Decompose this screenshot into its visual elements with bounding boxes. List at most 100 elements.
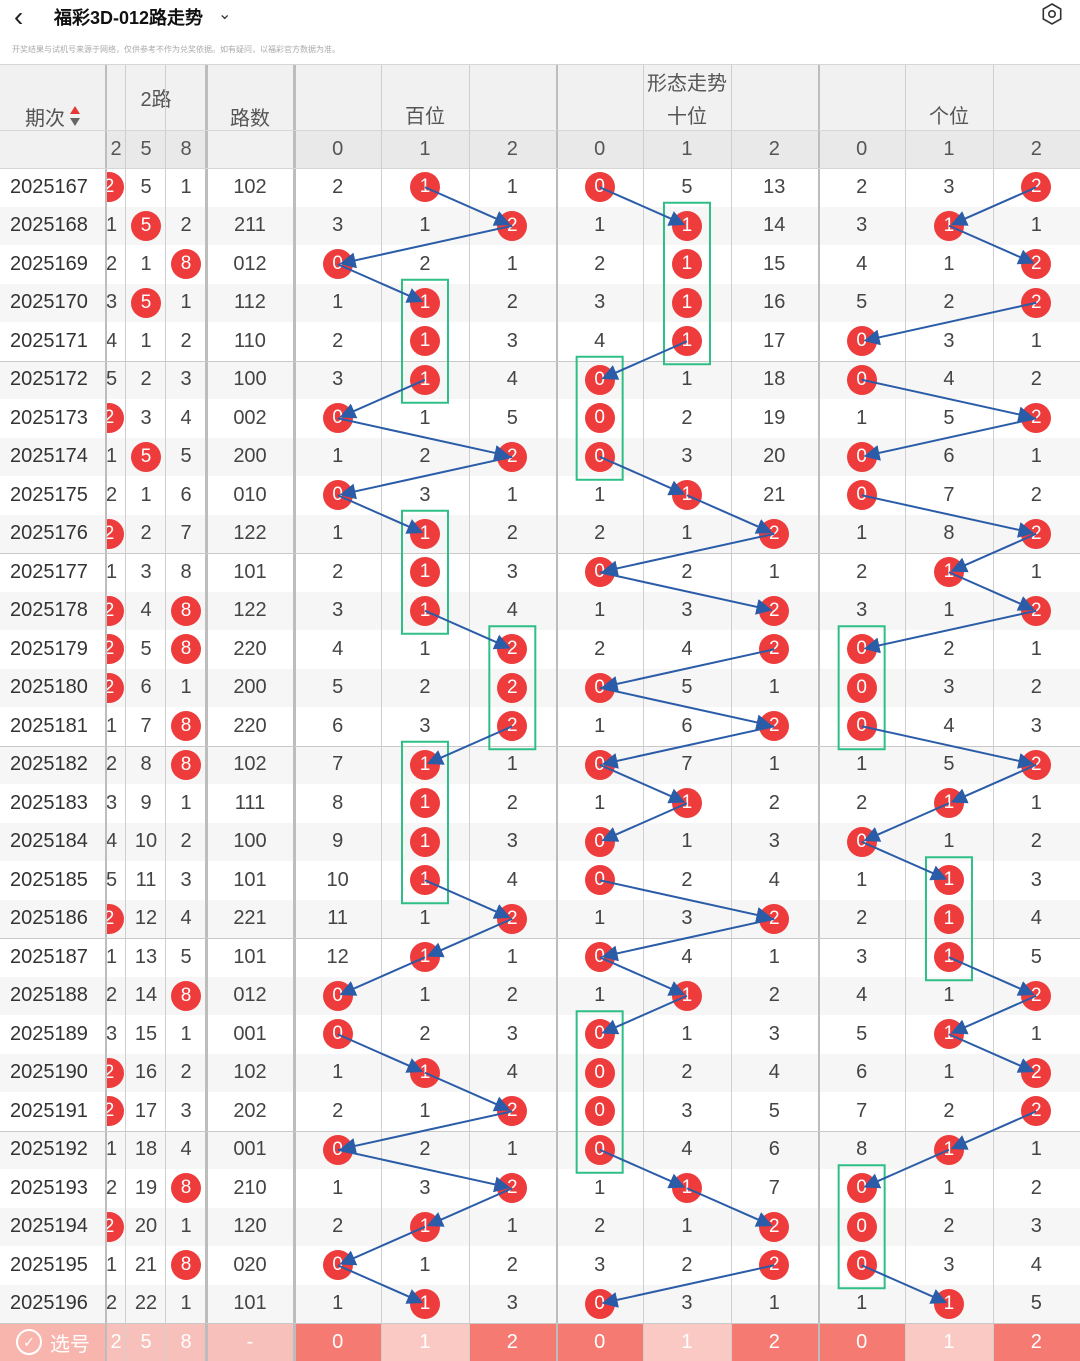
trend-cell: 3 [731, 823, 818, 862]
trend-cell: 3 [469, 553, 556, 592]
trend-cell: 13 [731, 168, 818, 207]
table-row[interactable] [0, 168, 1080, 207]
trend-cell: 1 [643, 361, 730, 400]
page-title[interactable]: 福彩3D-012路走势 [54, 8, 204, 28]
period-cell: 2025177 [10, 560, 88, 583]
select-digit[interactable]: 0 [555, 1323, 644, 1361]
trend-cell: 3 [469, 1285, 556, 1324]
trend-cell: 5 [731, 1092, 818, 1131]
grid-line [731, 64, 732, 1361]
trend-value: 20 [763, 445, 786, 468]
road-cell: 2 [106, 746, 126, 785]
select-digit[interactable]: 2 [468, 1323, 556, 1361]
trend-value: 1 [506, 945, 518, 968]
period-header[interactable]: 期次 [0, 64, 106, 168]
trend-value: 3 [681, 1099, 693, 1122]
select-digit[interactable]: 1 [643, 1323, 731, 1361]
trend-value: 1 [506, 753, 518, 776]
table-row[interactable] [0, 206, 1080, 245]
trend-value: 2 [768, 791, 780, 814]
road-cell: 16 [126, 1054, 166, 1093]
road-value: 7 [180, 522, 192, 545]
table-row[interactable] [0, 1015, 1080, 1054]
trend-cell: 7 [731, 1169, 818, 1208]
table-row[interactable] [0, 1053, 1080, 1092]
period-cell: 2025179 [10, 637, 88, 660]
trend-cell: 3 [993, 707, 1080, 746]
road-value: 19 [134, 1176, 158, 1199]
table-row[interactable] [0, 668, 1080, 707]
road-cell: 9 [126, 784, 166, 823]
chevron-down-icon[interactable]: ⌄ [218, 6, 232, 23]
road-value: 4 [106, 830, 118, 853]
road-cell: 1 [166, 1285, 206, 1324]
road-value: 9 [140, 791, 152, 814]
road-cell: 2 [166, 207, 206, 246]
trend-cell: 2 [731, 784, 818, 823]
trend-value: 3 [506, 329, 518, 352]
trend-value: 1 [943, 1061, 955, 1084]
select-button[interactable]: ✓ 选号 [0, 1323, 106, 1361]
trend-value: 3 [332, 368, 344, 391]
trend-digit-header: 2 [730, 130, 818, 168]
select-road-num[interactable]: 8 [166, 1323, 206, 1361]
trend-value: 2 [856, 175, 868, 198]
road-cell: 3 [106, 784, 126, 823]
trend-cell: 4 [469, 861, 556, 900]
trend-group-header: 十位 [555, 98, 818, 130]
select-digit[interactable]: 1 [381, 1323, 469, 1361]
road-cell: 1 [106, 1246, 126, 1285]
trend-value: 5 [332, 676, 344, 699]
table-row[interactable] [0, 553, 1080, 592]
trend-cell: 3 [294, 592, 381, 631]
select-lushu: - [206, 1323, 294, 1361]
lushu-cell: 120 [233, 1215, 267, 1238]
select-road-num[interactable]: 2 [106, 1323, 126, 1361]
table-row[interactable] [0, 1092, 1080, 1131]
road-value: 13 [134, 945, 158, 968]
section-divider [0, 553, 1080, 554]
section-divider [0, 360, 1080, 362]
trend-value: 3 [943, 1253, 955, 1276]
road-value: 5 [180, 945, 192, 968]
trend-value: 1 [856, 1292, 868, 1315]
select-digit[interactable]: 2 [730, 1323, 818, 1361]
period-cell: 2025194 [10, 1215, 88, 1238]
road-value: 15 [134, 1022, 158, 1045]
table-row[interactable] [0, 899, 1080, 938]
road-value: 2 [140, 368, 152, 391]
trend-value: 3 [943, 676, 955, 699]
lushu-cell: 202 [233, 1099, 267, 1122]
period-cell: 2025181 [10, 714, 88, 737]
select-digit[interactable]: 0 [817, 1323, 906, 1361]
trend-cell: 2 [469, 784, 556, 823]
trend-value: 3 [856, 599, 868, 622]
road-cell: 3 [166, 861, 206, 900]
road-value: 1 [106, 560, 118, 583]
trend-value: 4 [506, 599, 518, 622]
select-digit[interactable]: 0 [294, 1323, 382, 1361]
trend-cell: 1 [993, 784, 1080, 823]
road-value: 1 [180, 175, 192, 198]
road-value: 17 [134, 1099, 158, 1122]
road-cell: 1 [106, 707, 126, 746]
sort-icon[interactable] [69, 105, 81, 127]
trend-value: 1 [419, 1253, 431, 1276]
road-cell: 15 [126, 1015, 166, 1054]
trend-value: 3 [1030, 1215, 1042, 1238]
road-cell: 22 [126, 1285, 166, 1324]
gear-icon[interactable] [1040, 2, 1064, 26]
lushu-cell: 001 [233, 1138, 267, 1161]
table-row[interactable] [0, 938, 1080, 977]
road-value: 21 [134, 1253, 158, 1276]
road-cell: 5 [126, 207, 166, 246]
trend-value: 3 [506, 1292, 518, 1315]
select-digit[interactable]: 1 [905, 1323, 993, 1361]
select-road-num[interactable]: 5 [126, 1323, 166, 1361]
back-chevron-left-icon[interactable]: ‹ [14, 1, 24, 32]
table-row[interactable] [0, 1207, 1080, 1246]
select-digit[interactable]: 2 [992, 1323, 1080, 1361]
road-value: 4 [180, 406, 192, 429]
trend-cell: 2 [469, 284, 556, 323]
lushu-cell: 110 [234, 329, 266, 352]
